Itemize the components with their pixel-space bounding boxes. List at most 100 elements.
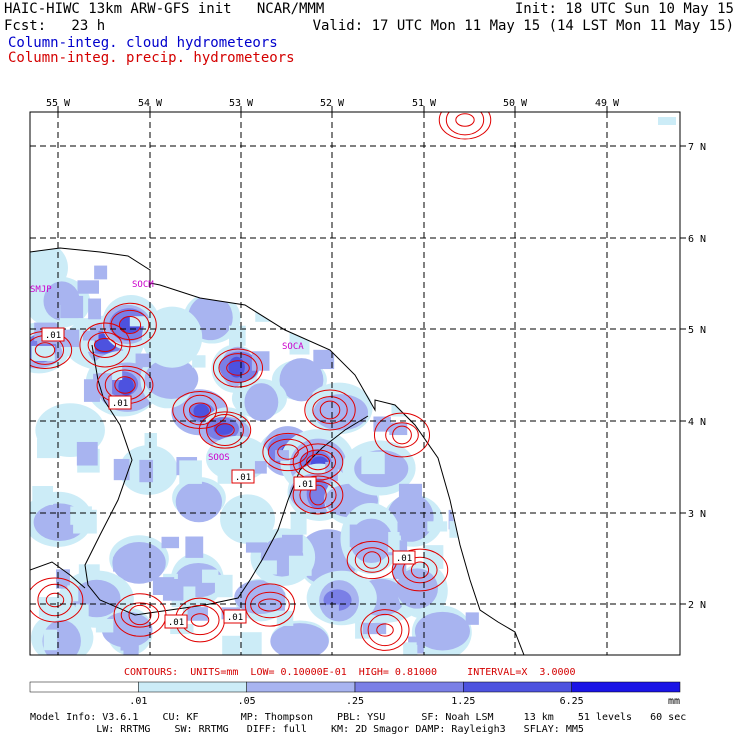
cloud-cell — [241, 632, 262, 655]
precip-contour — [258, 598, 282, 612]
precip-contour — [206, 414, 244, 446]
cloud-cell — [397, 522, 408, 536]
colorbar-box — [463, 681, 572, 693]
precip-contour — [198, 411, 252, 449]
precip-contour — [309, 484, 327, 506]
cloud-cell — [275, 450, 289, 461]
longitude-labels: 55 W 54 W 53 W 52 W 51 W 50 W 49 W — [46, 98, 620, 109]
contour-label-box — [41, 327, 65, 342]
precip-contour — [385, 422, 419, 448]
cloud-blob — [270, 623, 329, 655]
cloud-blob — [118, 377, 134, 396]
cloud-blob — [141, 306, 203, 368]
cloud-cell — [449, 521, 460, 538]
colorbar-unit: mm — [668, 696, 680, 707]
precip-contour — [391, 548, 449, 592]
contour-label-box — [223, 609, 247, 624]
plot-title: HAIC-HIWC 13km ARW-GFS init NCAR/MMM — [4, 1, 325, 17]
cloud-cell — [43, 629, 58, 651]
latitude-label: 4 N — [688, 417, 706, 428]
precip-contour — [410, 561, 430, 579]
longitude-label: 55 W — [46, 98, 71, 109]
precip-contour — [306, 453, 330, 471]
cloud-cell — [67, 585, 79, 602]
station-label: SOOS — [208, 453, 230, 463]
station-labels: SMJP SOCM SOCA SOOS — [30, 280, 304, 463]
precip-contour — [120, 602, 160, 628]
contour-label-box — [164, 614, 188, 629]
cloud-cell — [70, 506, 92, 525]
cloud-blob — [414, 611, 470, 651]
colorbar-tick-label: .05 — [238, 696, 256, 707]
model-info-line2: LW: RRTMG SW: RRTMG DIFF: full KM: 2D Sm… — [30, 724, 584, 735]
precip-contour — [392, 425, 412, 445]
longitude-label: 53 W — [229, 98, 254, 109]
cloud-cell — [113, 458, 130, 481]
precip-contour — [360, 609, 410, 651]
precip-contour — [212, 348, 264, 388]
cloud-cell — [373, 416, 391, 432]
precip-contour — [354, 547, 390, 573]
precip-contour — [93, 338, 117, 352]
cloud-cell — [120, 629, 139, 651]
precip-contour — [30, 577, 84, 623]
cloud-cell — [403, 642, 417, 655]
cloud-cell — [139, 459, 154, 483]
contour-label-box — [293, 476, 317, 491]
model-info-line1: Model Info: V3.6.1 CU: KF MP: Thompson P… — [30, 712, 687, 723]
latitude-label: 6 N — [688, 234, 706, 245]
cloud-cell — [281, 534, 303, 552]
cloud-cell — [73, 339, 95, 352]
cloud-cell — [398, 483, 423, 506]
cloud-cell — [388, 531, 400, 553]
cloud-cell — [313, 349, 335, 370]
precip-contour — [110, 309, 150, 341]
cloud-cell — [290, 511, 307, 535]
latitude-labels: 7 N 6 N 5 N 4 N 3 N 2 N — [688, 142, 706, 611]
colorbar-tick-label: .25 — [346, 696, 364, 707]
init-time: Init: 18 UTC Sun 10 May 15 — [514, 1, 734, 17]
axis-ticks — [57, 106, 686, 605]
precip-contour — [188, 402, 212, 418]
valid-time: Valid: 17 UTC Mon 11 May 15 (14 LST Mon … — [312, 18, 734, 34]
colorbar-box — [138, 681, 247, 693]
cloud-cell — [77, 280, 99, 294]
precip-contour — [250, 591, 290, 619]
station-label: SMJP — [30, 285, 52, 295]
cloud-cell — [185, 536, 204, 558]
cloud-cell — [75, 604, 89, 620]
cloud-cell — [254, 461, 267, 474]
cloud-cell — [129, 316, 147, 327]
cloud-cell — [144, 433, 157, 450]
precip-contour — [373, 412, 431, 458]
cloud-cell — [362, 622, 387, 635]
cloud-cell — [31, 345, 55, 361]
latitude-label: 5 N — [688, 325, 706, 336]
longitude-label: 49 W — [595, 98, 620, 109]
cloud-cell — [217, 471, 232, 484]
longitude-label: 51 W — [412, 98, 437, 109]
cloud-cell — [214, 574, 233, 598]
precip-contour — [312, 396, 348, 424]
precip-contour — [218, 353, 258, 383]
cloud-cell — [95, 618, 114, 633]
precip-contour — [226, 360, 250, 376]
cloud-cell — [465, 612, 479, 625]
colorbar-box — [29, 681, 139, 693]
precip-contour — [292, 443, 344, 481]
latitude-label: 7 N — [688, 142, 706, 153]
cloud-cell — [427, 521, 448, 532]
cloud-cell — [123, 646, 139, 655]
contour-label: .01 — [112, 399, 128, 409]
colorbar-tick-label: 6.25 — [560, 696, 584, 707]
cloud-cell — [202, 569, 219, 583]
plot-frame — [29, 111, 681, 656]
cloud-cell — [88, 298, 102, 320]
cloud-cell — [78, 564, 100, 577]
precip-contour — [292, 475, 344, 515]
cloud-cell — [64, 298, 77, 310]
ocean-clear — [30, 112, 680, 655]
precip-contour — [277, 444, 299, 460]
cloud-field-label: Column-integ. cloud hydrometeors — [8, 35, 278, 51]
